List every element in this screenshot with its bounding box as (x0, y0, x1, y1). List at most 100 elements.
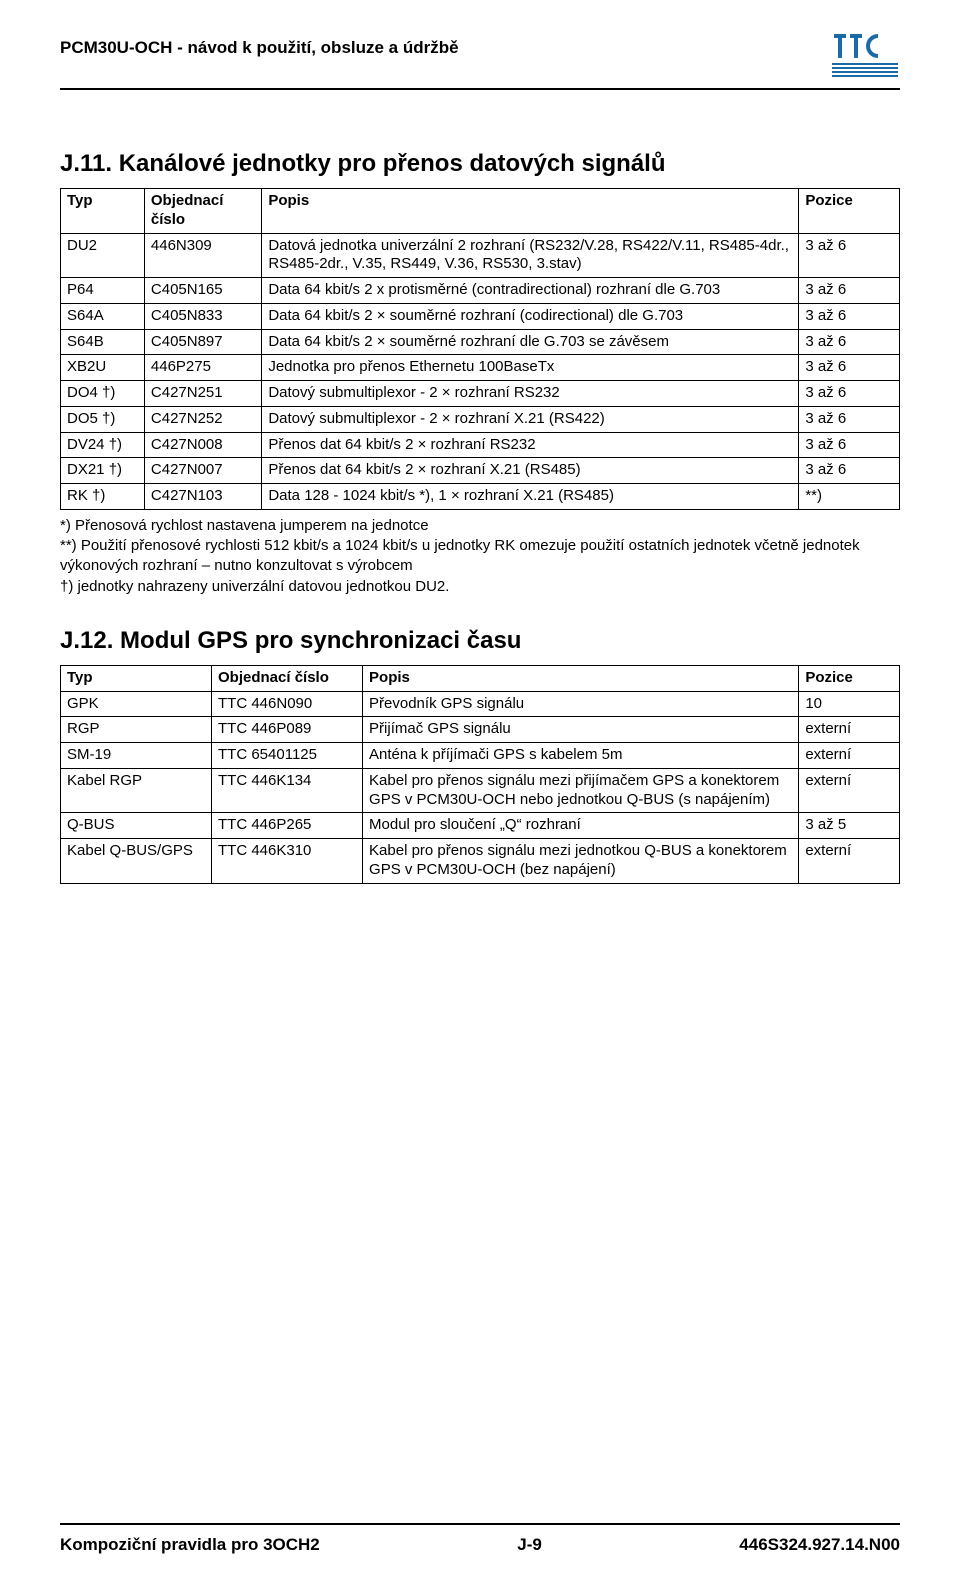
table-row: Kabel RGPTTC 446K134Kabel pro přenos sig… (61, 768, 900, 813)
cell: C427N103 (144, 484, 261, 510)
cell: TTC 446P089 (212, 717, 363, 743)
cell: C427N252 (144, 406, 261, 432)
table-row: RK †)C427N103Data 128 - 1024 kbit/s *), … (61, 484, 900, 510)
cell: externí (799, 743, 900, 769)
cell: TTC 446N090 (212, 691, 363, 717)
cell: 3 až 6 (799, 355, 900, 381)
table-row: S64BC405N897Data 64 kbit/s 2 × souměrné … (61, 329, 900, 355)
cell: TTC 446K310 (212, 839, 363, 884)
cell: externí (799, 839, 900, 884)
th-pozice: Pozice (799, 189, 900, 234)
table-row: Kabel Q-BUS/GPSTTC 446K310Kabel pro přen… (61, 839, 900, 884)
table-row: Q-BUSTTC 446P265Modul pro sloučení „Q“ r… (61, 813, 900, 839)
cell: Data 64 kbit/s 2 × souměrné rozhraní dle… (262, 329, 799, 355)
cell: Přenos dat 64 kbit/s 2 × rozhraní RS232 (262, 432, 799, 458)
header-title: PCM30U-OCH - návod k použití, obsluze a … (60, 30, 459, 58)
note-line: *) Přenosová rychlost nastavena jumperem… (60, 516, 900, 536)
note-line: †) jednotky nahrazeny univerzální datovo… (60, 577, 900, 597)
cell: 3 až 6 (799, 406, 900, 432)
cell: Přenos dat 64 kbit/s 2 × rozhraní X.21 (… (262, 458, 799, 484)
th-popis: Popis (262, 189, 799, 234)
table-row: DO4 †)C427N251Datový submultiplexor - 2 … (61, 381, 900, 407)
cell: Datová jednotka univerzální 2 rozhraní (… (262, 233, 799, 278)
table-row: DV24 †)C427N008Přenos dat 64 kbit/s 2 × … (61, 432, 900, 458)
cell: 3 až 6 (799, 458, 900, 484)
cell: 446N309 (144, 233, 261, 278)
cell: S64A (61, 303, 145, 329)
table-row: P64C405N165Data 64 kbit/s 2 x protisměrn… (61, 278, 900, 304)
cell: P64 (61, 278, 145, 304)
cell: Q-BUS (61, 813, 212, 839)
cell: DX21 †) (61, 458, 145, 484)
cell: Data 128 - 1024 kbit/s *), 1 × rozhraní … (262, 484, 799, 510)
cell: TTC 446K134 (212, 768, 363, 813)
cell: XB2U (61, 355, 145, 381)
cell: C427N008 (144, 432, 261, 458)
cell: Kabel pro přenos signálu mezi přijímačem… (363, 768, 799, 813)
cell: Datový submultiplexor - 2 × rozhraní X.2… (262, 406, 799, 432)
cell: 3 až 6 (799, 303, 900, 329)
cell: SM-19 (61, 743, 212, 769)
cell: DO5 †) (61, 406, 145, 432)
table-row: DX21 †)C427N007Přenos dat 64 kbit/s 2 × … (61, 458, 900, 484)
table-row: RGPTTC 446P089Přijímač GPS signáluextern… (61, 717, 900, 743)
section-title-j11: J.11. Kanálové jednotky pro přenos datov… (60, 150, 900, 178)
cell: DU2 (61, 233, 145, 278)
cell: GPK (61, 691, 212, 717)
th-typ: Typ (61, 189, 145, 234)
table-j11: Typ Objednací číslo Popis Pozice DU2446N… (60, 188, 900, 510)
footer-left: Kompoziční pravidla pro 3OCH2 (60, 1535, 320, 1555)
cell: Kabel RGP (61, 768, 212, 813)
cell: RK †) (61, 484, 145, 510)
th-obj: Objednací číslo (212, 665, 363, 691)
cell: 10 (799, 691, 900, 717)
cell: C427N007 (144, 458, 261, 484)
table-j12: Typ Objednací číslo Popis Pozice GPKTTC … (60, 665, 900, 884)
cell: Data 64 kbit/s 2 × souměrné rozhraní (co… (262, 303, 799, 329)
note-line: **) Použití přenosové rychlosti 512 kbit… (60, 536, 900, 577)
cell: DO4 †) (61, 381, 145, 407)
cell: 3 až 6 (799, 432, 900, 458)
cell: Modul pro sloučení „Q“ rozhraní (363, 813, 799, 839)
cell: Jednotka pro přenos Ethernetu 100BaseTx (262, 355, 799, 381)
cell: DV24 †) (61, 432, 145, 458)
cell: 3 až 6 (799, 278, 900, 304)
page-footer: Kompoziční pravidla pro 3OCH2 J-9 446S32… (60, 1523, 900, 1555)
cell: Datový submultiplexor - 2 × rozhraní RS2… (262, 381, 799, 407)
th-obj: Objednací číslo (144, 189, 261, 234)
cell: C405N897 (144, 329, 261, 355)
cell: C427N251 (144, 381, 261, 407)
cell: 446P275 (144, 355, 261, 381)
cell: Anténa k příjímači GPS s kabelem 5m (363, 743, 799, 769)
cell: Kabel Q-BUS/GPS (61, 839, 212, 884)
th-popis: Popis (363, 665, 799, 691)
cell: 3 až 5 (799, 813, 900, 839)
section-title-j12: J.12. Modul GPS pro synchronizaci času (60, 627, 900, 655)
cell: TTC 65401125 (212, 743, 363, 769)
page-header: PCM30U-OCH - návod k použití, obsluze a … (60, 30, 900, 90)
table-row: DU2446N309Datová jednotka univerzální 2 … (61, 233, 900, 278)
th-typ: Typ (61, 665, 212, 691)
cell: Přijímač GPS signálu (363, 717, 799, 743)
table-row: XB2U446P275Jednotka pro přenos Ethernetu… (61, 355, 900, 381)
footer-center: J-9 (517, 1535, 542, 1555)
cell: S64B (61, 329, 145, 355)
cell: externí (799, 768, 900, 813)
cell: Kabel pro přenos signálu mezi jednotkou … (363, 839, 799, 884)
cell: Data 64 kbit/s 2 x protisměrné (contradi… (262, 278, 799, 304)
th-pozice: Pozice (799, 665, 900, 691)
cell: C405N833 (144, 303, 261, 329)
table-row: SM-19TTC 65401125Anténa k příjímači GPS … (61, 743, 900, 769)
cell: 3 až 6 (799, 329, 900, 355)
table-row: S64AC405N833Data 64 kbit/s 2 × souměrné … (61, 303, 900, 329)
cell: RGP (61, 717, 212, 743)
cell: 3 až 6 (799, 233, 900, 278)
cell: C405N165 (144, 278, 261, 304)
table-row: GPKTTC 446N090Převodník GPS signálu10 (61, 691, 900, 717)
footer-right: 446S324.927.14.N00 (739, 1535, 900, 1555)
cell: 3 až 6 (799, 381, 900, 407)
cell: **) (799, 484, 900, 510)
cell: TTC 446P265 (212, 813, 363, 839)
table-row: DO5 †)C427N252Datový submultiplexor - 2 … (61, 406, 900, 432)
cell: externí (799, 717, 900, 743)
